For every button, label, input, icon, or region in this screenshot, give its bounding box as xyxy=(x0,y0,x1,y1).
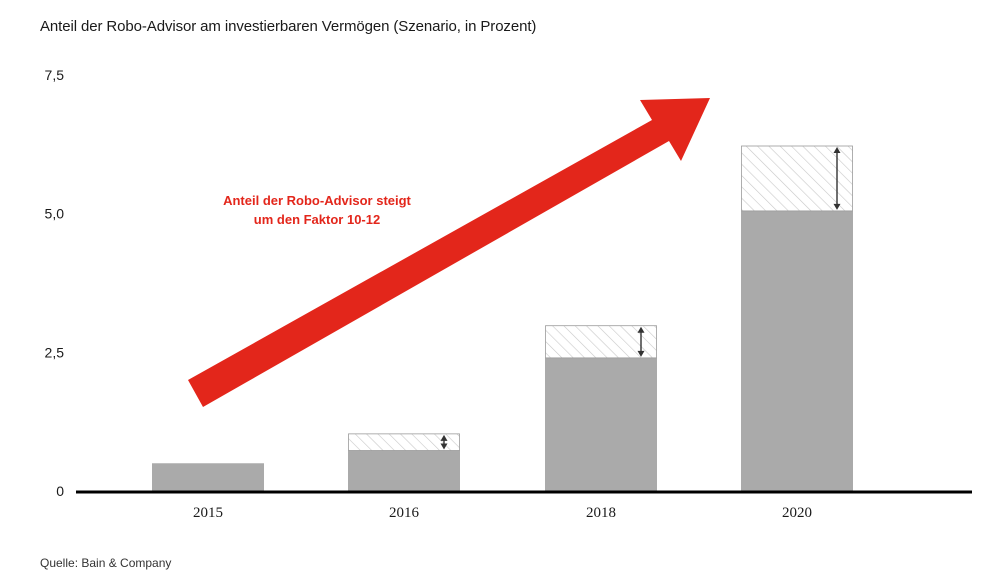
source-note: Quelle: Bain & Company xyxy=(40,556,172,570)
range-arrow-2018 xyxy=(637,326,645,357)
bar-2015 xyxy=(152,463,264,491)
x-tick-label: 2015 xyxy=(193,505,223,521)
annotation-line: Anteil der Robo-Advisor steigt xyxy=(223,193,411,208)
annotation-line: um den Faktor 10-12 xyxy=(254,212,380,227)
range-indicators xyxy=(348,145,853,451)
chart-title: Anteil der Robo-Advisor am investierbare… xyxy=(40,18,537,35)
bar-2018 xyxy=(545,357,657,491)
y-tick-label: 2,5 xyxy=(45,344,65,360)
growth-arrow xyxy=(188,98,710,407)
x-tick-label: 2016 xyxy=(389,505,420,521)
bars xyxy=(152,210,853,492)
bar-2016 xyxy=(348,450,460,491)
range-box-2020 xyxy=(741,145,853,212)
x-tick-label: 2018 xyxy=(586,505,616,521)
range-box-2016 xyxy=(348,433,460,451)
range-arrow-2020 xyxy=(833,146,841,210)
annotation: Anteil der Robo-Advisor steigt um den Fak… xyxy=(223,193,411,227)
bar-2020 xyxy=(741,210,853,492)
y-tick-label: 5,0 xyxy=(45,206,65,222)
range-box-2018 xyxy=(545,325,657,359)
y-axis-tick-labels: 0 2,5 5,0 7,5 xyxy=(45,67,65,499)
y-tick-label: 7,5 xyxy=(45,67,65,83)
y-tick-label: 0 xyxy=(56,483,64,499)
growth-arrow-shape xyxy=(188,98,710,407)
x-tick-label: 2020 xyxy=(782,505,812,521)
x-axis-tick-labels: 2015 2016 2018 2020 xyxy=(193,505,812,521)
range-arrow-2016 xyxy=(440,434,448,450)
